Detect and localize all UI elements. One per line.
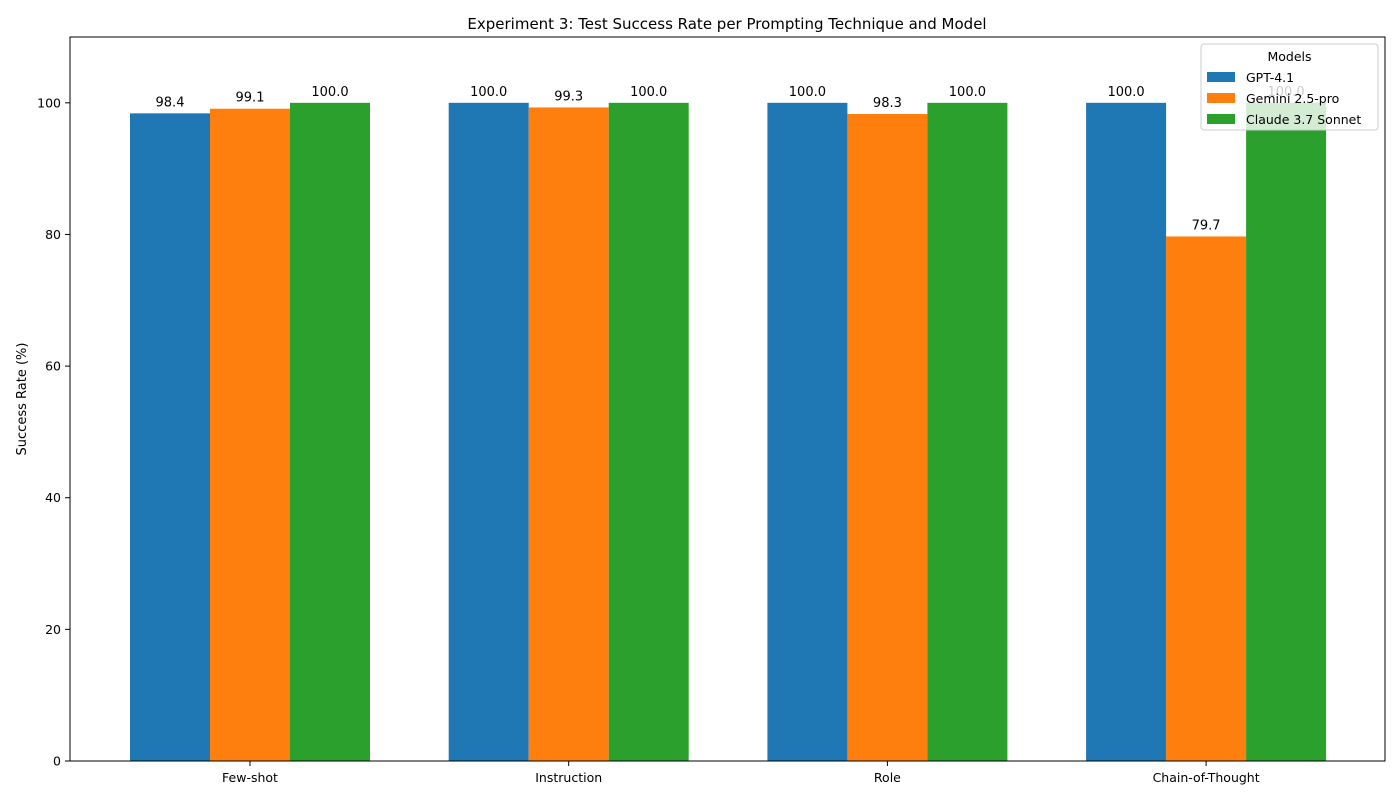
bar bbox=[210, 108, 290, 761]
data-label: 100.0 bbox=[949, 85, 986, 100]
bar bbox=[1246, 102, 1327, 762]
data-label: 79.7 bbox=[1192, 218, 1221, 233]
data-labels-layer: 98.4 99.1 100.0 100.0 99.3 100.0 100.0 98.3 100.… bbox=[156, 85, 1305, 234]
y-tick-label: 0 bbox=[53, 754, 61, 769]
legend: Models GPT-4.1 Gemini 2.5-pro Claude 3.7 So… bbox=[1200, 43, 1379, 131]
bar bbox=[767, 102, 848, 762]
y-axis-label: Success Rate (%) bbox=[15, 343, 30, 456]
y-tick-label: 60 bbox=[45, 359, 61, 374]
data-label: 100.0 bbox=[311, 85, 348, 100]
data-label: 99.1 bbox=[236, 91, 265, 106]
x-tick-label: Few-shot bbox=[222, 770, 278, 785]
legend-swatch bbox=[1207, 72, 1235, 82]
data-label: 100.0 bbox=[470, 85, 507, 100]
chart-title: Experiment 3: Test Success Rate per Prom… bbox=[467, 15, 986, 33]
legend-swatch bbox=[1207, 114, 1235, 124]
x-tick-label: Instruction bbox=[535, 770, 602, 785]
legend-swatch bbox=[1207, 93, 1235, 103]
bar bbox=[608, 102, 689, 762]
bars-layer bbox=[130, 102, 1327, 762]
data-label: 98.4 bbox=[156, 95, 185, 110]
plot-frame bbox=[69, 36, 1386, 762]
data-label: 100.0 bbox=[789, 85, 826, 100]
bar bbox=[290, 102, 370, 762]
x-tick-label: Role bbox=[874, 770, 901, 785]
y-tick-label: 100 bbox=[37, 95, 61, 110]
data-label: 100.0 bbox=[1107, 85, 1144, 100]
y-tick-label: 40 bbox=[45, 490, 61, 505]
data-label: 99.3 bbox=[554, 89, 583, 104]
legend-box bbox=[1200, 43, 1379, 131]
x-tick-label: Chain-of-Thought bbox=[1153, 770, 1260, 785]
y-tick-label: 80 bbox=[45, 227, 61, 242]
axes-layer: Few-shot Instruction Role Chain-of-Thought 0… bbox=[37, 36, 1386, 785]
bar bbox=[130, 113, 210, 761]
bar bbox=[847, 114, 928, 762]
bar bbox=[1086, 102, 1167, 762]
bar bbox=[448, 102, 529, 762]
legend-label: GPT-4.1 bbox=[1246, 70, 1294, 85]
data-label: 98.3 bbox=[873, 96, 902, 111]
bar bbox=[528, 107, 609, 761]
data-label: 100.0 bbox=[630, 85, 667, 100]
legend-label: Gemini 2.5-pro bbox=[1246, 91, 1339, 106]
legend-title: Models bbox=[1267, 49, 1311, 64]
bar bbox=[1166, 236, 1247, 762]
bar bbox=[927, 102, 1008, 762]
y-tick-label: 20 bbox=[45, 622, 61, 637]
legend-label: Claude 3.7 Sonnet bbox=[1246, 112, 1361, 127]
